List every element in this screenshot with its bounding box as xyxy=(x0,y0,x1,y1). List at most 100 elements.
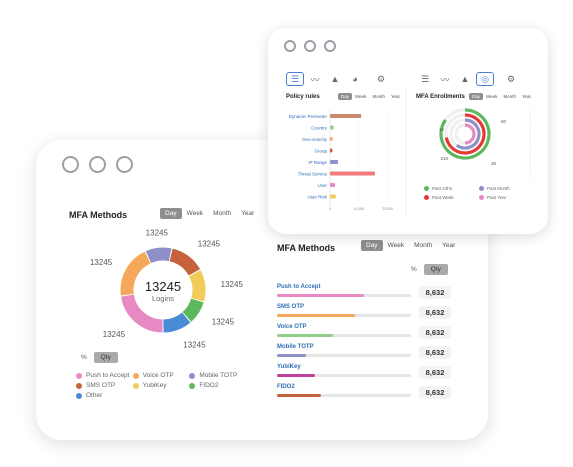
donut-segment-mobile-totp[interactable] xyxy=(145,247,172,264)
legend-swatch xyxy=(424,186,429,191)
window-control-dot[interactable] xyxy=(89,156,106,173)
legend-swatch xyxy=(76,392,82,399)
donut-segment-other[interactable] xyxy=(162,312,191,333)
method-bar-fill xyxy=(277,314,355,317)
gear-icon[interactable]: ⚙ xyxy=(506,73,516,84)
range-tab-day[interactable]: Day xyxy=(160,208,182,219)
range-tab-week[interactable]: Week xyxy=(186,210,204,217)
range-tab-week[interactable]: Week xyxy=(486,94,498,99)
method-bar-track xyxy=(277,394,411,397)
policy-axis-tick: 0 xyxy=(329,207,331,211)
unit-toggle-qty[interactable]: Qty xyxy=(93,352,118,363)
unit-toggle-qty[interactable]: Qty xyxy=(423,264,448,275)
window-control-dot[interactable] xyxy=(324,40,336,52)
window-control-dot[interactable] xyxy=(304,40,316,52)
range-tab-day[interactable]: Day xyxy=(338,93,353,100)
range-tab-month[interactable]: Month xyxy=(414,242,433,249)
legend-label: YubiKey xyxy=(142,382,167,389)
policy-rule-label: Dynamic Perimeter xyxy=(289,114,328,119)
method-row[interactable]: Mobile TOTP 8,632 xyxy=(277,344,451,364)
policy-rule-bar[interactable] xyxy=(330,183,336,187)
line-chart-icon[interactable]: 〰 xyxy=(440,74,450,85)
mfa-methods-list-title: MFA Methods xyxy=(277,243,336,253)
range-tab-day[interactable]: Day xyxy=(469,93,484,100)
enrollment-ring[interactable] xyxy=(439,108,491,160)
method-row[interactable]: Push to Accept 8,632 xyxy=(277,284,451,304)
legend-item[interactable]: Past Year xyxy=(479,195,534,200)
legend-swatch xyxy=(189,372,196,379)
method-value: 8,632 xyxy=(419,366,451,379)
window-control-dot[interactable] xyxy=(116,156,133,173)
donut-segment-label: 13245 xyxy=(90,258,113,267)
window-controls xyxy=(284,40,336,52)
enrollment-ring-label: 36 xyxy=(491,161,497,166)
method-row[interactable]: FIDO2 8,632 xyxy=(277,384,451,404)
policy-rule-bar[interactable] xyxy=(330,114,362,118)
legend-item[interactable]: FIDO2 xyxy=(189,382,246,389)
line-chart-icon[interactable]: 〰 xyxy=(310,74,320,85)
policy-rule-bar[interactable] xyxy=(330,137,333,141)
area-chart-icon[interactable]: ▲ xyxy=(330,74,340,84)
left-unit-toggle: % Qty xyxy=(74,352,118,363)
donut-segment-voice-otp[interactable] xyxy=(120,251,151,296)
legend-item[interactable]: SMS OTP xyxy=(76,382,133,389)
range-tab-week[interactable]: Week xyxy=(355,94,367,99)
range-tab-year[interactable]: Year xyxy=(241,210,255,217)
method-value: 8,632 xyxy=(419,326,451,339)
bar-chart-icon[interactable]: ☰ xyxy=(286,72,304,86)
bar-chart-icon[interactable]: ☰ xyxy=(420,73,430,84)
policy-rule-label: Group xyxy=(314,149,327,154)
legend-item[interactable]: Voice OTP xyxy=(132,372,190,379)
range-tab-month[interactable]: Month xyxy=(213,210,232,217)
legend-swatch xyxy=(76,382,82,389)
policy-rule-bar[interactable] xyxy=(330,125,334,130)
legend-label: SMS OTP xyxy=(86,382,116,389)
method-row[interactable]: Voice OTP 8,632 xyxy=(277,324,451,344)
legend-item[interactable]: Push to Accept xyxy=(76,372,133,379)
legend-swatch xyxy=(189,382,196,389)
range-tab-week[interactable]: Week xyxy=(387,242,405,249)
range-tab-year[interactable]: Year xyxy=(521,94,532,99)
right-range-tabs: Day Week Month Year xyxy=(361,240,460,251)
donut-segment-fido2[interactable] xyxy=(182,298,204,322)
enrollment-ring[interactable] xyxy=(455,118,481,150)
method-bar-fill xyxy=(277,354,307,357)
method-name: SMS OTP xyxy=(277,304,305,310)
area-chart-icon[interactable]: ▲ xyxy=(460,74,470,84)
policy-rule-bar[interactable] xyxy=(330,148,333,153)
enrollment-ring[interactable] xyxy=(444,113,486,155)
mfa-methods-donut-title: MFA Methods xyxy=(69,210,128,220)
method-name: FIDO2 xyxy=(277,384,295,390)
legend-item[interactable]: Other xyxy=(76,392,133,399)
policy-rule-bar[interactable] xyxy=(330,171,376,176)
legend-item[interactable]: YubiKey xyxy=(132,382,190,389)
legend-item[interactable]: Past Month xyxy=(479,186,534,191)
window-control-dot[interactable] xyxy=(284,40,296,52)
donut-segment-sms-otp[interactable] xyxy=(169,248,201,276)
unit-toggle-percent[interactable]: % xyxy=(81,354,87,361)
method-row[interactable]: YubiKey 8,632 xyxy=(277,364,451,384)
donut-segment-yubikey[interactable] xyxy=(188,270,206,302)
enrollment-ring-label: 210 xyxy=(440,156,448,161)
legend-label: Past 24hs xyxy=(432,186,453,191)
policy-rule-bar[interactable] xyxy=(330,160,338,164)
pie-chart-icon[interactable]: ◕ xyxy=(352,74,358,84)
window-control-dot[interactable] xyxy=(62,156,79,173)
gear-icon[interactable]: ⚙ xyxy=(376,73,386,84)
legend-item[interactable]: Past Week xyxy=(424,195,479,200)
policy-rule-bar[interactable] xyxy=(330,194,336,199)
range-tab-day[interactable]: Day xyxy=(361,240,383,251)
method-row[interactable]: SMS OTP 8,632 xyxy=(277,304,451,324)
range-tab-month[interactable]: Month xyxy=(503,94,516,99)
mfa-enrollments-title: MFA Enrollments xyxy=(416,94,465,100)
dashboard-window-front: ☰ 〰 ▲ ◕ ⚙ ☰ 〰 ▲ ◎ ⚙ Policy rules Day Week Month Yea… xyxy=(268,28,548,234)
legend-item[interactable]: Mobile TOTP xyxy=(189,372,246,379)
unit-toggle-percent[interactable]: % xyxy=(411,266,417,273)
range-tab-month[interactable]: Month xyxy=(372,94,385,99)
donut-chart-icon[interactable]: ◎ xyxy=(476,72,494,86)
range-tab-year[interactable]: Year xyxy=(442,242,456,249)
legend-item[interactable]: Past 24hs xyxy=(424,186,479,191)
donut-segment-push-to-accept[interactable] xyxy=(121,294,163,333)
range-tab-year[interactable]: Year xyxy=(390,94,401,99)
enrollment-ring[interactable] xyxy=(464,123,476,145)
